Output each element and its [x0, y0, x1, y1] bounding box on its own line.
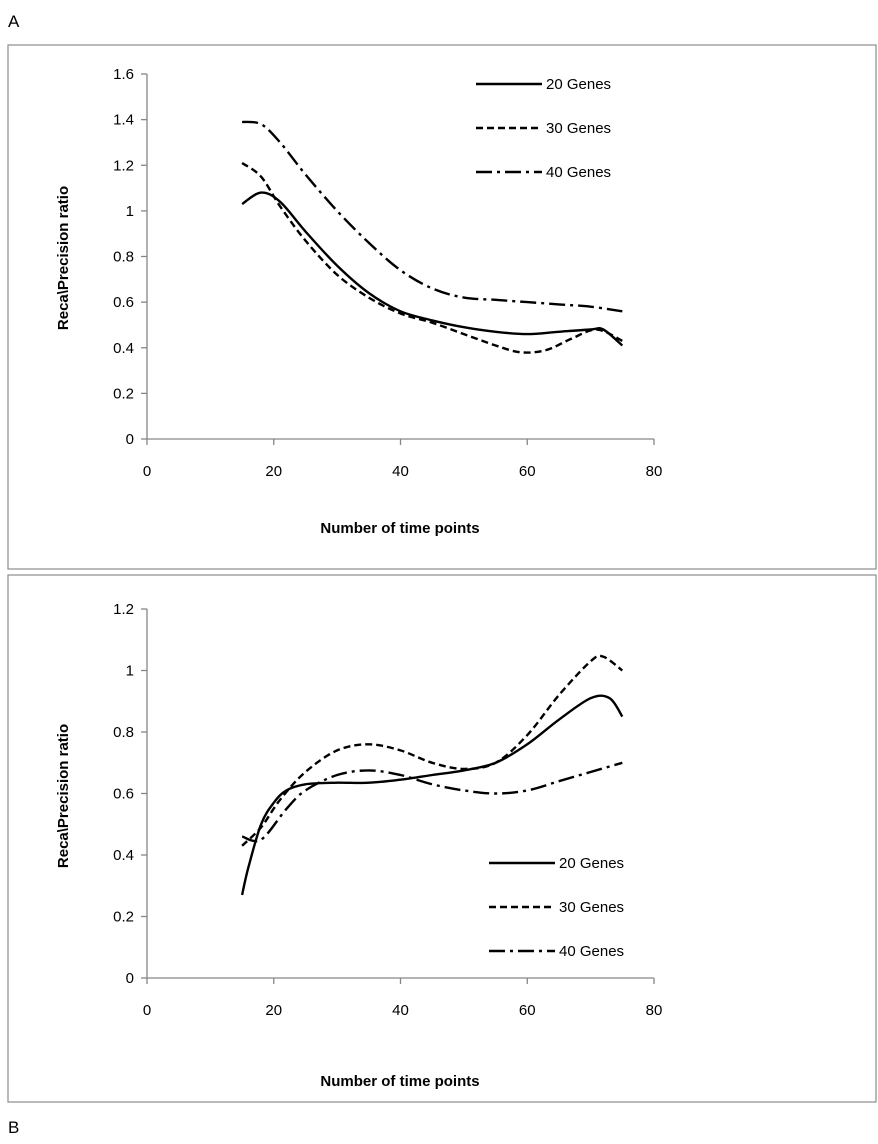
y-axis-title: Reca\Precision ratio: [55, 724, 72, 868]
y-tick-label: 0.2: [113, 909, 134, 926]
legend-label-2: 30 Genes: [546, 120, 611, 137]
x-tick-label: 80: [646, 463, 663, 480]
legend-label-3: 40 Genes: [559, 943, 624, 960]
y-tick-label: 1.6: [113, 66, 134, 83]
y-axis-title-text: Reca\Precision ratio: [55, 724, 72, 868]
panel-letter-b: B: [8, 1118, 20, 1137]
chart-frame: [7, 574, 877, 1103]
legend-label-1: 20 Genes: [559, 855, 624, 872]
y-tick-label: 0: [126, 970, 134, 987]
y-tick-label: 0.6: [113, 294, 134, 311]
series-line-3: [241, 120, 623, 313]
y-tick-label: 0.8: [113, 249, 134, 266]
y-tick-label: 1: [126, 663, 134, 680]
chart-a: Reca\Precision ratio Number of time poin…: [7, 44, 877, 570]
y-axis-title: Reca\Precision ratio: [55, 186, 72, 330]
x-tick-label: 60: [519, 1002, 536, 1019]
x-tick-label: 0: [143, 1002, 151, 1019]
series-line-1: [240, 694, 624, 896]
y-tick-label: 0: [126, 431, 134, 448]
plot-area: 0 0.2 0.4 0.6 0.8 1 1.2 0 20 40 60 80 20 Genes 30 Gen…: [113, 601, 662, 1019]
x-axis-title: Number of time points: [320, 1073, 479, 1090]
x-tick-label: 60: [519, 463, 536, 480]
series-line-2: [241, 162, 623, 354]
x-axis-title: Number of time points: [320, 520, 479, 537]
x-tick-label: 40: [392, 463, 409, 480]
y-axis-title-text: Reca\Precision ratio: [55, 186, 72, 330]
y-tick-label: 0.2: [113, 385, 134, 402]
series-line-1: [241, 191, 624, 347]
panel-letter-a: A: [8, 12, 20, 31]
y-tick-label: 1.2: [113, 157, 134, 174]
y-tick-label: 1.4: [113, 112, 134, 129]
y-tick-label: 0.6: [113, 786, 134, 803]
legend-label-1: 20 Genes: [546, 76, 611, 93]
y-tick-label: 0.4: [113, 340, 134, 357]
x-tick-label: 0: [143, 463, 151, 480]
series-line-2: [241, 654, 624, 847]
x-tick-label: 80: [646, 1002, 663, 1019]
legend-label-2: 30 Genes: [559, 899, 624, 916]
y-tick-label: 0.8: [113, 724, 134, 741]
series-line-3: [241, 761, 623, 843]
chart-frame: [7, 44, 877, 570]
plot-area: 0 0.2 0.4 0.6 0.8 1 1.2 1.4 1.6 0 20 40 60 80 20 Genes…: [113, 66, 662, 480]
x-tick-label: 40: [392, 1002, 409, 1019]
x-tick-label: 20: [265, 1002, 282, 1019]
chart-b: Reca\Precision ratio Number of time poin…: [7, 574, 877, 1103]
y-tick-label: 0.4: [113, 847, 134, 864]
y-tick-label: 1: [126, 203, 134, 220]
legend-label-3: 40 Genes: [546, 164, 611, 181]
x-tick-label: 20: [265, 463, 282, 480]
y-tick-label: 1.2: [113, 601, 134, 618]
